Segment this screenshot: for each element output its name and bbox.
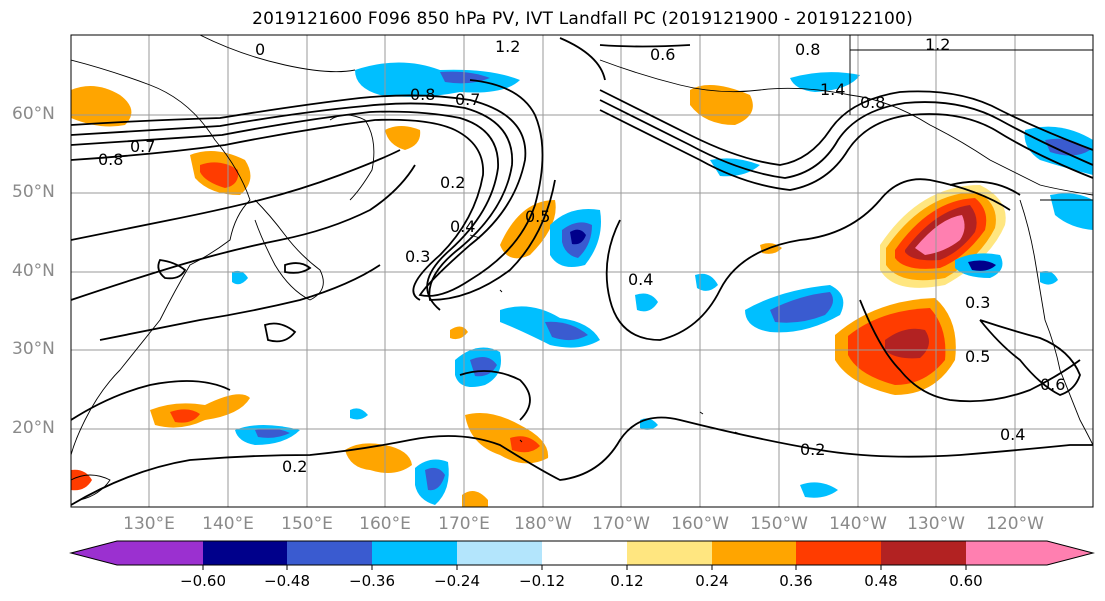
cold-patch bbox=[545, 321, 588, 341]
lat-label: 30°N bbox=[12, 339, 55, 359]
contour-label: 0.4 bbox=[450, 217, 475, 236]
contour-labels: 1.2 0.6 0.8 1.4 0.8 1.2 0.8 0.7 0.8 0.7 … bbox=[98, 35, 1065, 476]
cold-patch bbox=[1040, 271, 1058, 285]
contour-label: 0.4 bbox=[628, 270, 653, 289]
colorbar-bin bbox=[203, 541, 287, 565]
cold-patch bbox=[1050, 193, 1093, 230]
lat-label: 50°N bbox=[12, 182, 55, 202]
lon-label: 150°E bbox=[281, 514, 333, 534]
contour-label: 0.5 bbox=[525, 207, 550, 226]
contour-label: 1.2 bbox=[925, 35, 950, 54]
contour-label: 0 bbox=[255, 40, 265, 59]
contour-label: 0.4 bbox=[1000, 425, 1025, 444]
colorbar-tick-label: 0.12 bbox=[610, 572, 644, 590]
map-frame bbox=[70, 34, 1094, 508]
lon-label: 170°E bbox=[438, 514, 490, 534]
colorbar-bin bbox=[712, 541, 796, 565]
lon-label: 130°W bbox=[907, 514, 965, 534]
contour-label: 0.8 bbox=[410, 85, 435, 104]
contour-label: 0.3 bbox=[965, 293, 990, 312]
colorbar-extend-low bbox=[71, 541, 117, 565]
graticule bbox=[71, 35, 1093, 507]
colorbar-tick-label: −0.36 bbox=[349, 572, 395, 590]
lon-label: 170°W bbox=[592, 514, 650, 534]
contour-label: 0.7 bbox=[130, 137, 155, 156]
contour-label: 0.7 bbox=[455, 90, 480, 109]
colorbar-tick-label: 0.36 bbox=[779, 572, 813, 590]
map-plot-area: 1.2 0.6 0.8 1.4 0.8 1.2 0.8 0.7 0.8 0.7 … bbox=[71, 35, 1093, 507]
colorbar-bin bbox=[796, 541, 881, 565]
contour-label: 0.3 bbox=[405, 247, 430, 266]
lon-label: 160°W bbox=[671, 514, 729, 534]
warm-patch bbox=[200, 162, 239, 188]
warm-patch bbox=[71, 86, 132, 127]
contour-label: 0.2 bbox=[800, 440, 825, 459]
warm-patch bbox=[345, 443, 412, 474]
cold-patch bbox=[255, 428, 290, 438]
cold-patch bbox=[355, 62, 520, 97]
lon-label: 120°W bbox=[986, 514, 1044, 534]
cold-patch bbox=[790, 72, 860, 92]
warm-patch bbox=[915, 215, 965, 255]
warm-patch bbox=[885, 328, 929, 359]
colorbar bbox=[69, 540, 1095, 570]
warm-patch bbox=[385, 126, 421, 150]
cold-patch bbox=[635, 293, 658, 312]
lon-label: 140°E bbox=[202, 514, 254, 534]
lat-label: 40°N bbox=[12, 261, 55, 281]
contour-label: 0.6 bbox=[650, 45, 675, 64]
colorbar-bin bbox=[287, 541, 372, 565]
colorbar-tick-label: −0.48 bbox=[264, 572, 310, 590]
colorbar-bin bbox=[117, 541, 203, 565]
cold-patch bbox=[695, 273, 718, 291]
lon-label: 160°E bbox=[359, 514, 411, 534]
cold-patch bbox=[425, 467, 445, 491]
contour-label: 1.2 bbox=[495, 37, 520, 56]
lon-label: 180°W bbox=[514, 514, 572, 534]
colorbar-tick-label: 0.48 bbox=[864, 572, 898, 590]
colorbar-bin bbox=[542, 541, 627, 565]
cold-patch bbox=[232, 270, 248, 285]
warm-patch bbox=[170, 409, 200, 423]
lon-label: 140°W bbox=[829, 514, 887, 534]
colorbar-tick-label: −0.60 bbox=[180, 572, 226, 590]
colorbar-outline bbox=[69, 540, 1095, 566]
lon-label: 150°W bbox=[750, 514, 808, 534]
warm-patch bbox=[510, 436, 540, 453]
pv-contours bbox=[71, 37, 1093, 506]
warm-patch bbox=[462, 491, 488, 507]
colorbar-tick-label: −0.24 bbox=[434, 572, 480, 590]
contour-label: 0.5 bbox=[965, 347, 990, 366]
contour-label: 0.6 bbox=[1040, 375, 1065, 394]
lon-label: 130°E bbox=[123, 514, 175, 534]
colorbar-bin bbox=[881, 541, 966, 565]
cold-patch bbox=[770, 292, 834, 323]
colorbar-bin bbox=[966, 541, 1047, 565]
colorbar-bin bbox=[457, 541, 542, 565]
contour-label: 1.4 bbox=[820, 80, 845, 99]
cold-patch bbox=[570, 229, 586, 245]
colorbar-bin bbox=[627, 541, 712, 565]
lat-label: 60°N bbox=[12, 104, 55, 124]
contour-label: 0.2 bbox=[440, 173, 465, 192]
cold-patch bbox=[1045, 138, 1090, 156]
map-title: 2019121600 F096 850 hPa PV, IVT Landfall… bbox=[252, 9, 913, 29]
contour-label: 0.8 bbox=[795, 40, 820, 59]
cold-patch bbox=[350, 408, 368, 420]
colorbar-tick-label: −0.12 bbox=[519, 572, 565, 590]
colorbar-tick-label: 0.24 bbox=[695, 572, 729, 590]
colorbar-extend-high bbox=[1047, 541, 1093, 565]
cold-patch bbox=[800, 482, 838, 498]
colorbar-bin bbox=[372, 541, 457, 565]
contour-label: 0.8 bbox=[860, 93, 885, 112]
colorbar-tick-label: 0.60 bbox=[949, 572, 983, 590]
cold-patch bbox=[640, 418, 658, 430]
lat-label: 20°N bbox=[12, 418, 55, 438]
contour-label: 0.2 bbox=[282, 457, 307, 476]
contour-label: 0.8 bbox=[98, 150, 123, 169]
cold-patch bbox=[968, 260, 996, 271]
